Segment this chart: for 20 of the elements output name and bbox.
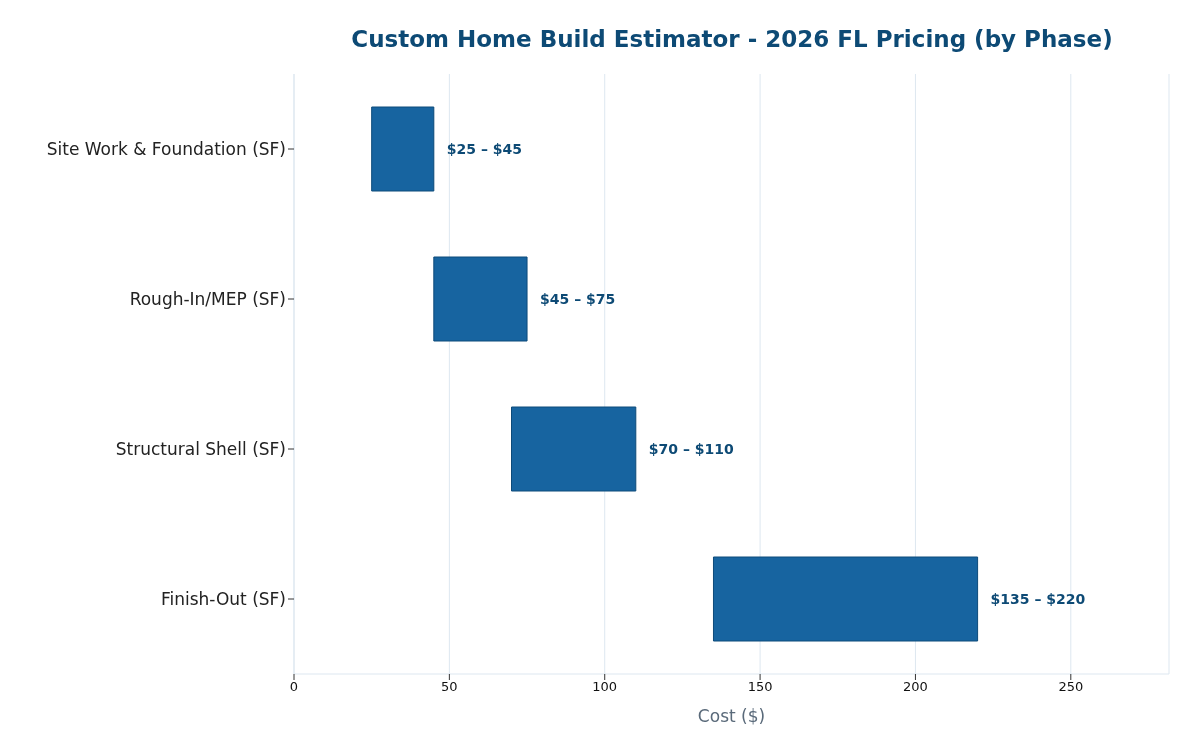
annotation: $25 – $45: [446, 140, 523, 157]
x-tick-label: 0: [289, 679, 299, 695]
y-tick-label: Structural Shell (SF): [115, 439, 286, 460]
x-tick-label: 200: [903, 679, 928, 695]
x-axis-title: Cost ($): [697, 706, 766, 726]
chart-title: Custom Home Build Estimator - 2026 FL Pricing (by Phase): [350, 26, 1114, 52]
x-tick-label: 50: [441, 679, 458, 695]
bar: [712, 556, 979, 642]
bar: [371, 106, 435, 192]
annotation: $70 – $110: [648, 440, 734, 457]
y-tick-label: Finish-Out (SF): [160, 589, 286, 610]
bar: [433, 256, 528, 342]
x-tick-label: 100: [592, 679, 618, 695]
y-tick-label: Site Work & Foundation (SF): [46, 139, 286, 160]
bar: [511, 406, 637, 492]
x-tick-label: 150: [747, 679, 773, 695]
y-tick-label: Rough-In/MEP (SF): [129, 289, 286, 310]
annotation: $45 – $75: [540, 290, 616, 307]
annotation: $135 – $220: [990, 590, 1086, 607]
x-tick-label: 250: [1058, 679, 1084, 695]
